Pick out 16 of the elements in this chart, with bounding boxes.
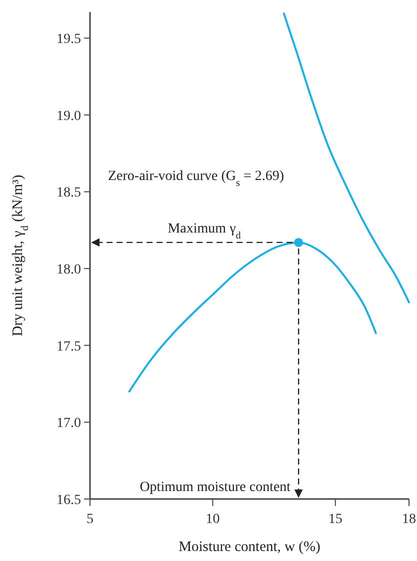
y-tick-label: 18.0	[56, 262, 81, 278]
x-tick-label: 5	[86, 512, 94, 527]
y-tick-label: 18.5	[56, 186, 81, 201]
y-tick-label: 17.5	[56, 339, 81, 354]
annotation: Zero-air-void curve (G$_{s}$ = 2.69)	[108, 169, 284, 188]
annotation: Optimum moisture content	[140, 480, 291, 495]
x-tick-label: 18	[402, 512, 416, 527]
y-tick-label: 16.5	[56, 492, 81, 508]
x-tick-label: 15	[328, 512, 342, 527]
x-tick-label: 10	[206, 512, 220, 527]
y-tick-label: 19.0	[56, 108, 81, 124]
x-axis-title: Moisture content, w (%)	[178, 539, 321, 555]
y-tick-label: 17.0	[56, 416, 81, 432]
annotation: Maximum γ$_{d}$	[168, 221, 241, 241]
line-series	[282, 12, 410, 304]
y-tick-label: 19.5	[56, 32, 81, 48]
